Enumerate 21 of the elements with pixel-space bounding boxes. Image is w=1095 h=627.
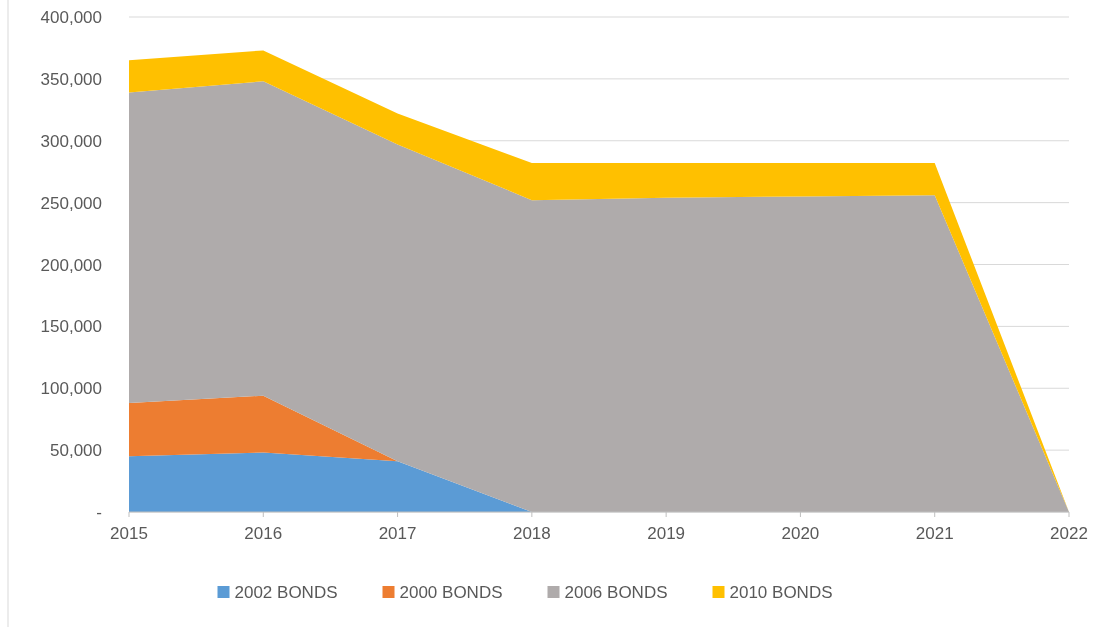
y-tick-label: 400,000 (40, 8, 102, 27)
x-tick-label: 2017 (378, 524, 417, 543)
y-tick-label: 100,000 (40, 379, 102, 399)
legend-label: 2000 BONDS (399, 583, 503, 602)
legend-label: 2006 BONDS (564, 583, 668, 602)
y-tick-label: 300,000 (40, 131, 102, 151)
legend-label: 2010 BONDS (729, 583, 833, 602)
y-tick-label: 200,000 (40, 255, 102, 275)
y-tick-label: 150,000 (40, 317, 102, 337)
y-tick-label: 50,000 (50, 441, 102, 461)
x-tick-label: 2020 (781, 524, 820, 543)
x-tick-label: 2021 (915, 524, 954, 543)
x-tick-label: 2016 (244, 524, 283, 543)
y-tick-label: - (96, 503, 102, 522)
x-tick-label: 2022 (1050, 524, 1088, 543)
y-tick-label: 250,000 (40, 193, 102, 213)
x-tick-label: 2018 (512, 524, 551, 543)
x-tick-label: 2015 (110, 524, 148, 543)
legend-label: 2002 BONDS (234, 583, 338, 602)
x-tick-label: 2019 (647, 524, 686, 543)
y-tick-label: 350,000 (40, 69, 102, 89)
